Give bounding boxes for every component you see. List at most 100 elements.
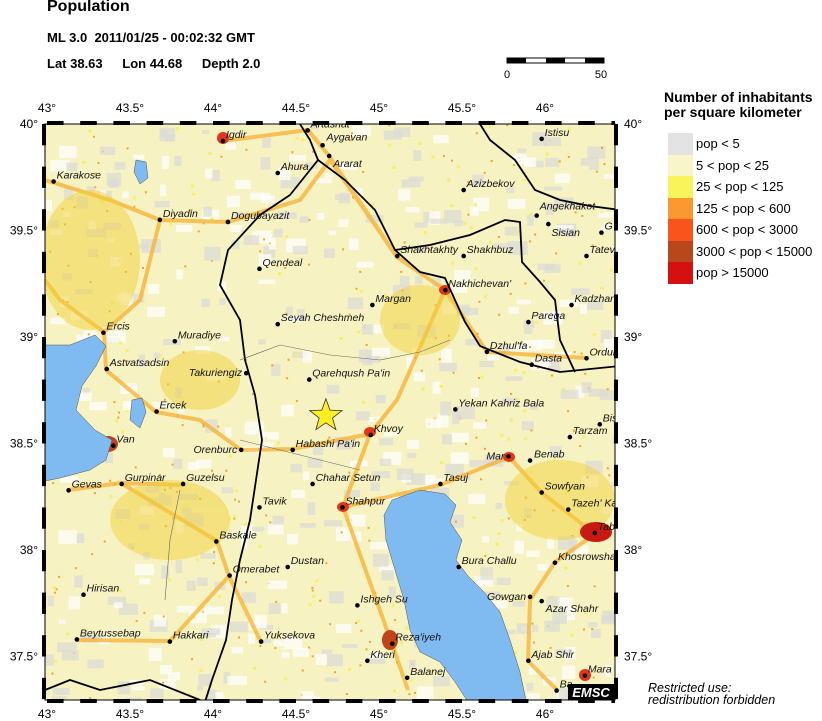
city-marker[interactable]: Orenburc xyxy=(193,444,244,456)
city-marker[interactable]: Mara xyxy=(582,664,612,678)
city-marker[interactable]: Gevas xyxy=(66,478,103,493)
city-marker[interactable]: Igdir xyxy=(220,129,247,144)
city-marker[interactable]: Seyah Cheshmeh xyxy=(275,312,364,327)
city-marker[interactable]: Nakhichevan' xyxy=(443,278,512,293)
city-dot-icon xyxy=(180,481,186,487)
city-dot-icon xyxy=(453,407,458,412)
city-marker[interactable]: Ahura xyxy=(275,161,309,176)
legend-label: 5 < pop < 25 xyxy=(696,157,770,173)
usage-notice-line1: Restricted use: xyxy=(648,681,732,695)
city-marker[interactable]: Tazeh' Ka xyxy=(565,498,617,512)
city-marker[interactable]: Aygavan xyxy=(320,131,367,148)
legend-swatch xyxy=(668,133,693,155)
city-dot-icon xyxy=(597,422,603,427)
city-marker[interactable]: Khvoy xyxy=(368,423,404,438)
city-marker[interactable]: Gurpinar xyxy=(119,472,166,487)
city-label: Sowfyan xyxy=(545,480,585,492)
city-marker[interactable]: Azar Shahr xyxy=(539,598,599,615)
city-marker[interactable]: Tatev xyxy=(584,244,615,259)
city-marker[interactable]: Ercis xyxy=(101,321,131,336)
city-marker[interactable]: Reza'iyeh xyxy=(389,632,441,647)
city-marker[interactable]: Mar xyxy=(486,450,511,462)
city-marker[interactable]: Omerabet xyxy=(227,564,280,578)
city-marker[interactable]: Diyadin xyxy=(157,208,198,223)
city-marker[interactable]: Yekan Kahriz Bala xyxy=(453,397,544,412)
city-marker[interactable]: Dogubayazit xyxy=(225,210,291,225)
city-marker[interactable]: Bura Challu xyxy=(456,555,517,570)
city-marker[interactable]: Habashi Pa'in xyxy=(290,438,361,453)
city-marker[interactable]: Tavik xyxy=(257,495,287,510)
city-label: Kheri xyxy=(370,649,395,661)
city-label: Nakhichevan' xyxy=(448,278,512,290)
legend-swatch xyxy=(668,197,693,219)
city-marker[interactable]: Shahpur xyxy=(340,495,386,510)
city-marker[interactable]: Gowgan xyxy=(487,591,533,603)
city-marker[interactable]: Parega xyxy=(526,310,565,325)
city-label: Dogubayazit xyxy=(231,210,290,222)
city-marker[interactable]: Sowfyan xyxy=(539,480,585,495)
city-dot-icon xyxy=(394,253,400,259)
legend-label: pop < 5 xyxy=(696,136,740,152)
lake-van xyxy=(45,334,113,482)
city-marker[interactable]: Muradiye xyxy=(172,329,222,344)
city-marker[interactable]: Van xyxy=(111,434,135,448)
city-label: Habashi Pa'in xyxy=(296,438,361,450)
city-marker[interactable]: OrdubcMegr xyxy=(584,346,648,361)
city-marker[interactable]: Hakkari xyxy=(167,630,210,644)
city-marker[interactable]: G xyxy=(599,221,613,235)
city-marker[interactable]: Sisian xyxy=(546,221,580,239)
epicenter-star-icon[interactable] xyxy=(308,397,344,431)
city-dot-icon xyxy=(220,138,226,144)
city-marker[interactable]: Shakhtakhty xyxy=(394,244,459,259)
city-marker[interactable]: Hirisan xyxy=(81,583,119,598)
city-marker[interactable]: Karakose xyxy=(51,170,101,184)
city-marker[interactable]: Dasta xyxy=(529,353,562,367)
city-marker[interactable]: Kheri xyxy=(365,649,396,664)
city-marker[interactable]: Chahar Setun xyxy=(310,472,381,487)
scale-bar: 0 50 xyxy=(504,57,607,81)
city-label: Gevas xyxy=(72,478,103,490)
city-marker[interactable]: Azizbekov xyxy=(461,178,515,193)
city-label: Igdir xyxy=(226,129,247,141)
city-dot-icon xyxy=(243,370,249,376)
city-marker[interactable]: Ararat xyxy=(326,153,363,170)
city-marker[interactable]: Tarzam xyxy=(567,425,608,440)
city-marker[interactable]: Angekhakot xyxy=(534,201,596,218)
city-marker[interactable]: Tab xyxy=(592,521,616,536)
city-marker[interactable]: Khosrowsha xyxy=(552,551,616,566)
city-marker[interactable]: Balanej xyxy=(404,666,446,681)
city-marker[interactable]: Baskale xyxy=(214,529,257,544)
city-label: Qarehqush Pa'in xyxy=(312,368,390,380)
city-dot-icon xyxy=(484,349,490,355)
city-marker[interactable]: Dustan xyxy=(285,555,324,570)
city-marker[interactable]: Guzelsu xyxy=(180,472,225,487)
city-marker[interactable]: Kadzhar xyxy=(569,293,614,308)
city-marker[interactable]: Ajab Shir xyxy=(526,649,575,664)
city-label: Qendeal xyxy=(262,257,302,269)
city-dot-icon xyxy=(592,530,598,536)
city-marker[interactable]: Qendeal xyxy=(257,257,303,272)
city-marker[interactable]: Istisu xyxy=(539,127,569,142)
lon-tick-label: 43.5° xyxy=(116,707,144,721)
city-dot-icon xyxy=(552,560,558,566)
city-marker[interactable]: Margan xyxy=(370,293,411,308)
city-marker[interactable]: Yuksekova xyxy=(258,630,315,644)
city-dot-icon xyxy=(389,641,395,647)
city-marker[interactable]: Takuriengiz xyxy=(189,367,249,379)
city-marker[interactable]: Benab xyxy=(527,449,565,463)
city-marker[interactable]: Astvatsadsin xyxy=(104,357,169,372)
city-marker[interactable]: Dzhul'fa xyxy=(484,340,528,355)
city-marker[interactable]: Ercek xyxy=(154,400,187,414)
lon-tick-label: 45.5° xyxy=(448,707,476,721)
city-marker[interactable]: Ishgeh Su xyxy=(355,593,408,608)
city-dot-icon xyxy=(81,592,86,598)
city-marker[interactable]: Shakhbuz xyxy=(461,244,514,259)
city-marker[interactable]: Tasuj xyxy=(438,472,469,487)
event-info: ML 3.0 2011/01/25 - 00:02:32 GMT xyxy=(47,30,255,45)
city-label: Bura Challu xyxy=(462,555,517,567)
city-marker[interactable]: Qarehqush Pa'in xyxy=(306,368,390,382)
city-marker[interactable]: Beytussebap xyxy=(74,627,141,642)
city-marker[interactable]: Artashat xyxy=(305,118,351,133)
city-marker[interactable]: Bis xyxy=(597,412,618,427)
city-label: Guzelsu xyxy=(186,472,225,484)
